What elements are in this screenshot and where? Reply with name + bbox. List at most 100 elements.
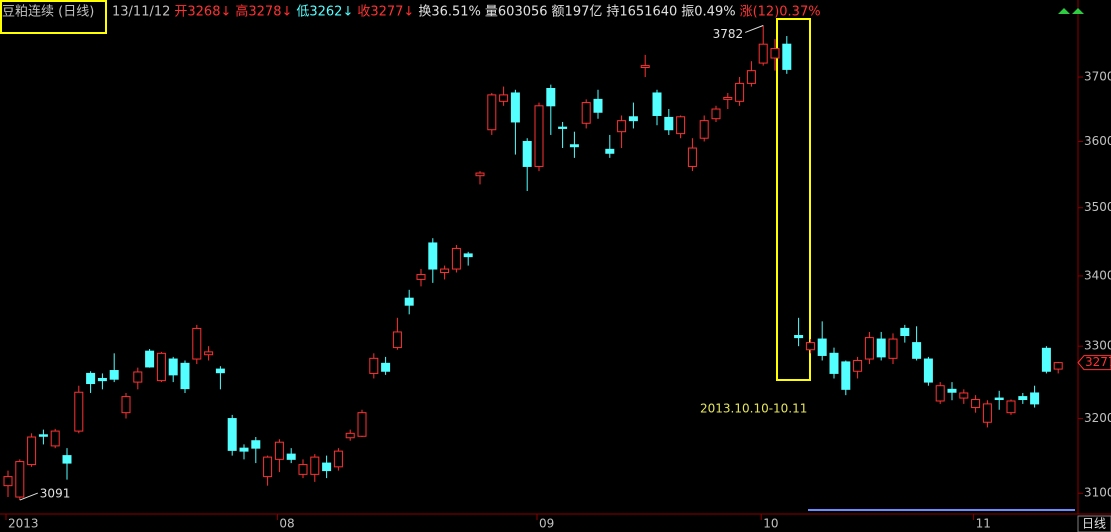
candle-body xyxy=(392,331,402,349)
candle-body xyxy=(959,392,969,399)
candle-body xyxy=(864,337,874,360)
candle-body xyxy=(1053,362,1063,370)
candle-body xyxy=(994,397,1004,401)
candle-body xyxy=(1018,396,1028,401)
candle-body xyxy=(853,359,863,372)
candle-body xyxy=(735,82,745,102)
candle-body xyxy=(546,87,556,107)
x-tick-label: 10 xyxy=(763,517,778,531)
period-label[interactable]: 日线 xyxy=(1082,517,1106,531)
candle-body xyxy=(888,338,898,359)
candle-body xyxy=(239,447,249,452)
candle-body xyxy=(369,357,379,374)
candle-body xyxy=(628,116,638,122)
candle-body xyxy=(923,358,933,383)
candle-body xyxy=(534,105,544,167)
info-item: 额197亿 xyxy=(552,5,603,20)
highlight-box xyxy=(776,18,811,381)
candle-body xyxy=(1030,392,1040,405)
info-item: 振0.49% xyxy=(681,5,735,20)
candle-body xyxy=(322,462,332,472)
candle-body xyxy=(274,441,284,460)
y-tick-label: 3400 xyxy=(1084,268,1111,282)
y-tick-label: 3600 xyxy=(1084,134,1111,148)
info-item: 收3277↓ xyxy=(357,5,414,20)
x-tick-label: 11 xyxy=(976,517,991,531)
candle-body xyxy=(227,418,237,451)
candle-body xyxy=(569,144,579,148)
info-item: 换36.51% xyxy=(418,5,481,20)
candle-body xyxy=(746,70,756,84)
x-tick-label: 2013 xyxy=(8,517,39,531)
candle-body xyxy=(475,172,485,177)
candle-body xyxy=(935,385,945,402)
y-tick-label: 3300 xyxy=(1084,339,1111,353)
candle-body xyxy=(15,461,25,498)
candle-body xyxy=(192,327,202,360)
candle-body xyxy=(593,98,603,113)
candle-body xyxy=(133,371,143,383)
candle-body xyxy=(286,453,296,460)
info-item: 开3268↓ xyxy=(174,5,231,20)
candle-body xyxy=(758,43,768,64)
candle-body xyxy=(1006,400,1016,414)
candle-body xyxy=(876,338,886,358)
candle-body xyxy=(652,92,662,116)
candle-body xyxy=(817,338,827,356)
period-box[interactable] xyxy=(1077,515,1111,532)
candle-body xyxy=(1041,347,1051,372)
candle-body xyxy=(357,412,367,437)
annotation: 2013.10.10-10.11 xyxy=(700,402,807,416)
info-item: 13/11/12 xyxy=(112,5,170,20)
toolbar-icon[interactable] xyxy=(1058,8,1084,14)
candle-body xyxy=(487,94,497,131)
candle-body xyxy=(156,352,166,382)
info-item: 持1651640 xyxy=(606,5,677,20)
candle-body xyxy=(62,455,72,464)
y-tick-label: 3100 xyxy=(1084,486,1111,500)
candle-body xyxy=(251,440,261,449)
max-label: 3782 xyxy=(713,27,744,41)
candle-body xyxy=(499,94,509,102)
chart-title: 豆粕连续 (日线) xyxy=(2,4,94,20)
candle-body xyxy=(404,297,414,306)
candle-body xyxy=(687,147,697,167)
candle-body xyxy=(605,148,615,154)
candle-body xyxy=(640,65,650,69)
candle-body xyxy=(109,370,119,380)
candle-body xyxy=(982,403,992,423)
candle-body xyxy=(711,108,721,120)
candle-body xyxy=(794,334,804,339)
info-item: 量603056 xyxy=(485,5,548,20)
candle-body xyxy=(180,362,190,390)
y-tick-label: 3700 xyxy=(1084,70,1111,84)
candle-body xyxy=(510,92,520,123)
candle-body xyxy=(428,242,438,270)
candle-body xyxy=(3,476,13,487)
candle-body xyxy=(699,120,709,139)
candle-body xyxy=(38,434,48,437)
icon-arrows[interactable] xyxy=(1058,8,1084,14)
candle-body xyxy=(97,377,107,382)
candle-body xyxy=(168,358,178,376)
candle-body xyxy=(416,274,426,280)
candle-body xyxy=(451,247,461,270)
info-item: 低3262↓ xyxy=(296,5,353,20)
title-box xyxy=(0,0,107,34)
y-tick-label: 3500 xyxy=(1084,200,1111,214)
candle-body xyxy=(298,464,308,475)
candle-body xyxy=(345,432,355,439)
candle-body xyxy=(971,399,981,409)
candle-body xyxy=(86,372,96,385)
x-tick-label: 09 xyxy=(539,517,554,531)
candle-body xyxy=(947,388,957,393)
min-label: 3091 xyxy=(40,487,71,501)
x-tick-label: 08 xyxy=(279,517,294,531)
candle-body xyxy=(74,391,84,432)
candle-body xyxy=(145,350,155,368)
candle-body xyxy=(912,342,922,359)
candle-body xyxy=(27,436,37,466)
y-tick-label: 3200 xyxy=(1084,411,1111,425)
